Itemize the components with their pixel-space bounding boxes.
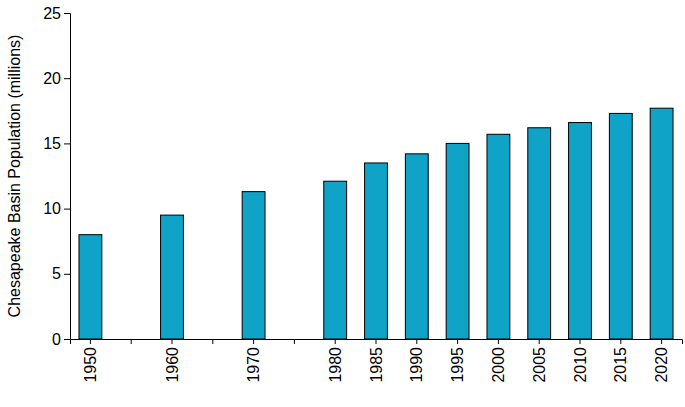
chart: 0 5 10 15 20 25 1950 1960 1970 1980 1985 1990 1995 20… <box>0 0 685 407</box>
x-tick-mark <box>376 339 377 344</box>
x-tick-label: 1950 <box>82 347 99 383</box>
x-tick: 1985 <box>368 339 385 383</box>
bar <box>365 163 388 339</box>
x-tick-mark <box>498 339 499 344</box>
y-axis-title: Chesapeake Basin Population (millions) <box>6 35 23 318</box>
x-axis: 1950 1960 1970 1980 1985 1990 1995 2000 2005 2010… <box>71 339 683 383</box>
x-tick-label: 1960 <box>164 347 181 383</box>
x-tick-mark <box>90 339 91 344</box>
bars <box>79 108 673 339</box>
x-tick: 2010 <box>572 339 589 383</box>
x-tick-mark <box>131 339 132 344</box>
y-tick-mark <box>64 78 70 79</box>
x-tick <box>294 339 295 344</box>
x-tick-mark <box>212 339 213 344</box>
x-tick-mark <box>335 339 336 344</box>
bar <box>405 154 428 339</box>
y-tick: 15 <box>43 135 70 152</box>
x-tick-mark <box>620 339 621 344</box>
bar <box>528 128 551 339</box>
x-tick: 1960 <box>164 339 181 383</box>
x-tick-mark <box>539 339 540 344</box>
bar <box>324 181 347 339</box>
bar <box>79 235 102 339</box>
x-tick-label: 2015 <box>612 347 629 383</box>
bar <box>609 113 632 339</box>
x-tick: 2015 <box>612 339 629 383</box>
x-tick-label: 2010 <box>572 347 589 383</box>
y-tick-mark <box>64 274 70 275</box>
x-tick-label: 1995 <box>449 347 466 383</box>
y-tick: 10 <box>43 200 70 217</box>
x-tick: 1950 <box>82 339 99 383</box>
y-tick-mark <box>64 209 70 210</box>
x-tick-label: 1970 <box>245 347 262 383</box>
y-axis: 0 5 10 15 20 25 <box>43 5 70 348</box>
x-tick: 2005 <box>531 339 548 383</box>
bar <box>446 143 469 339</box>
x-tick-mark <box>253 339 254 344</box>
bar <box>650 108 673 339</box>
y-tick: 20 <box>43 70 70 87</box>
x-tick: 2020 <box>653 339 670 383</box>
x-tick-mark <box>580 339 581 344</box>
x-tick-mark <box>416 339 417 344</box>
x-tick-label: 2000 <box>490 347 507 383</box>
y-tick-mark <box>64 143 70 144</box>
y-tick-mark <box>64 339 70 340</box>
y-axis-line <box>64 14 71 340</box>
y-tick-label: 5 <box>52 265 61 282</box>
y-tick-mark <box>64 13 70 14</box>
x-tick-mark <box>172 339 173 344</box>
x-tick: 1990 <box>408 339 425 383</box>
x-tick <box>212 339 213 344</box>
bar <box>242 192 265 339</box>
y-tick: 0 <box>52 331 70 348</box>
x-tick <box>131 339 132 344</box>
y-tick: 5 <box>52 265 70 282</box>
x-tick-mark <box>294 339 295 344</box>
x-tick: 1980 <box>327 339 344 383</box>
x-tick-mark <box>457 339 458 344</box>
y-tick-label: 10 <box>43 200 61 217</box>
y-tick-label: 20 <box>43 70 61 87</box>
y-tick-label: 15 <box>43 135 61 152</box>
y-tick: 25 <box>43 5 70 22</box>
bar <box>161 215 184 339</box>
x-tick-label: 1985 <box>368 347 385 383</box>
x-tick-mark <box>661 339 662 344</box>
x-axis-line <box>71 340 683 345</box>
bar <box>569 123 592 339</box>
bar <box>487 134 510 339</box>
x-tick: 2000 <box>490 339 507 383</box>
x-tick: 1995 <box>449 339 466 383</box>
y-tick-label: 0 <box>52 331 61 348</box>
plot: 0 5 10 15 20 25 1950 1960 1970 1980 1985 1990 1995 20… <box>43 5 682 383</box>
x-tick-label: 2005 <box>531 347 548 383</box>
x-tick-label: 1980 <box>327 347 344 383</box>
x-tick: 1970 <box>245 339 262 383</box>
y-tick-label: 25 <box>43 5 61 22</box>
x-tick-label: 2020 <box>653 347 670 383</box>
x-tick-label: 1990 <box>408 347 425 383</box>
